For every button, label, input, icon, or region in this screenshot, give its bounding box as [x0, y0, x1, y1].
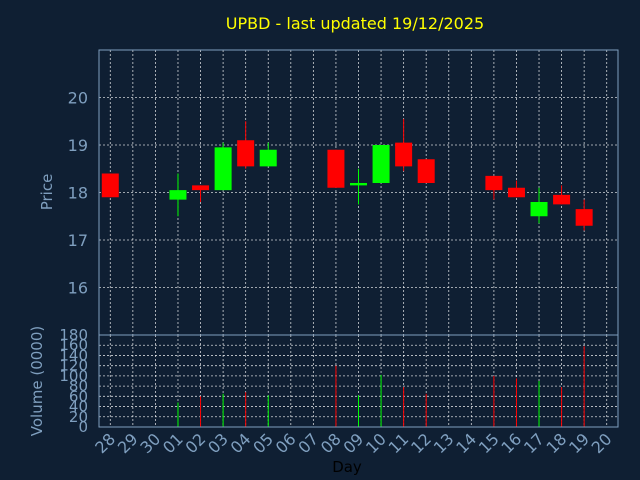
volume-bar-series: [177, 346, 585, 427]
x-axis-ticks: 2829300102030405060708091011121314151617…: [91, 429, 615, 457]
volume-y-tick-label: 80: [69, 377, 88, 395]
x-axis-label: Day: [332, 458, 362, 476]
candle-body: [237, 140, 255, 167]
volume-plot-frame: [98, 334, 619, 428]
candle-body: [530, 202, 548, 217]
volume-y-tick-label: 100: [59, 367, 88, 385]
price-axis-label: Price: [38, 174, 56, 211]
volume-y-tick-label: 60: [69, 387, 88, 405]
volume-y-tick-label: 180: [59, 326, 88, 344]
candle-body: [259, 149, 277, 167]
candle-body: [101, 173, 119, 198]
candle-body: [485, 175, 503, 191]
candlestick-series: [101, 118, 593, 231]
candle-body: [417, 159, 435, 183]
price-y-ticks: 16 17 18 19 20: [68, 89, 88, 298]
price-panel: 16 17 18 19 20 Price: [38, 49, 619, 336]
candle-body: [575, 209, 593, 226]
candle-body: [214, 147, 232, 191]
volume-y-tick-label: 20: [69, 408, 88, 426]
price-y-tick-label: 18: [68, 184, 88, 203]
price-y-tick-label: 16: [68, 279, 88, 298]
chart-title: UPBD - last updated 19/12/2025: [226, 14, 484, 33]
volume-axis-label: Volume (0000): [28, 326, 46, 436]
candle-body: [192, 185, 210, 191]
candle-body: [169, 190, 187, 200]
volume-y-tick-label: 120: [59, 357, 88, 375]
price-grid: [99, 50, 618, 335]
volume-y-tick-label: 40: [69, 398, 88, 416]
candle-body: [327, 149, 345, 188]
volume-y-tick-label: 140: [59, 346, 88, 364]
candle-body: [372, 145, 390, 183]
candle-body: [350, 183, 367, 186]
candle-body: [395, 142, 413, 167]
price-y-tick-label: 17: [68, 231, 88, 250]
candle-body: [553, 194, 571, 205]
volume-y-tick-label: 0: [78, 418, 88, 436]
candle-body: [507, 187, 525, 198]
price-y-tick-label: 19: [68, 136, 88, 155]
price-y-tick-label: 20: [68, 89, 88, 108]
volume-y-tick-label: 160: [59, 336, 88, 354]
